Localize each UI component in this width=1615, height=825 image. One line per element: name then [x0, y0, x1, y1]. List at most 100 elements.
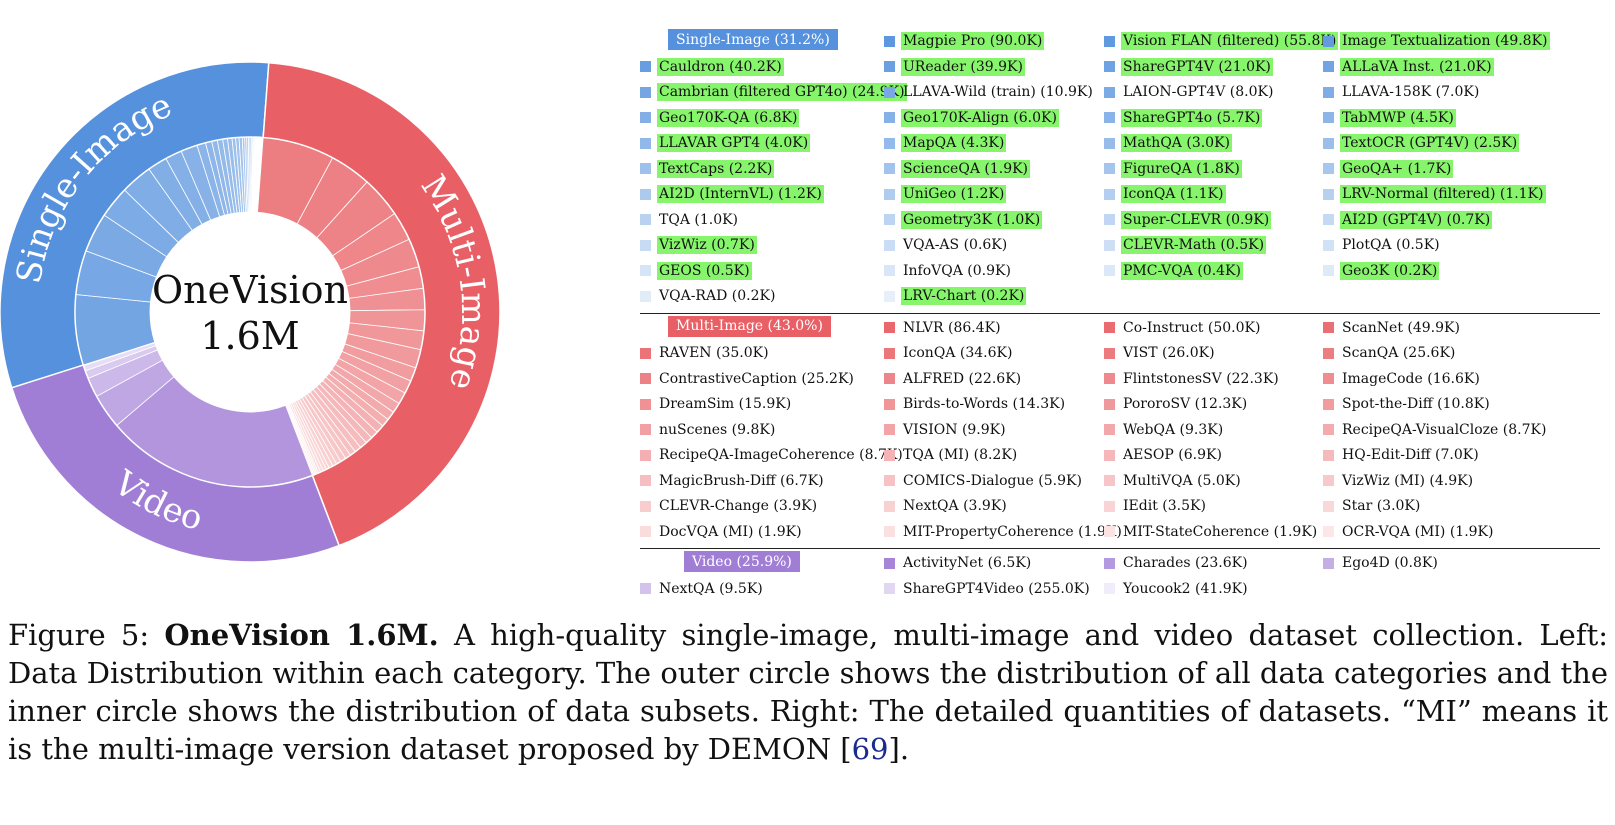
- legend-label: UniGeo (1.2K): [901, 185, 1007, 203]
- legend-swatch: [884, 526, 895, 537]
- legend-label: LAION-GPT4V (8.0K): [1123, 84, 1274, 100]
- legend-swatch: [640, 475, 651, 486]
- legend-swatch: [884, 35, 895, 47]
- legend-swatch: [1104, 188, 1115, 200]
- caption-reference[interactable]: 69: [851, 732, 889, 766]
- legend-item-geoqa: GeoQA+ (1.7K): [1323, 156, 1454, 182]
- legend-label: ContrastiveCaption (25.2K): [659, 370, 854, 387]
- legend-item-sharegpt4v: ShareGPT4V (21.0K): [1104, 54, 1273, 80]
- caption-text: A high-quality single-image, multi-image…: [8, 618, 1608, 766]
- legend-item-nextqa: NextQA (3.9K): [884, 493, 1009, 519]
- legend-item-recipeqa-visualcloze: RecipeQA-VisualCloze (8.7K): [1323, 417, 1548, 443]
- legend-item-spot-the-diff: Spot-the-Diff (10.8K): [1323, 391, 1492, 417]
- legend-swatch: [884, 86, 895, 98]
- legend-swatch: [1323, 86, 1334, 98]
- dataset-legend: Single-Image (31.2%) Magpie Pro (90.0K) Vi…: [640, 28, 1610, 603]
- legend-label: Ego4D (0.8K): [1342, 555, 1438, 571]
- legend-item-recipeqa-imagecoherence: RecipeQA-ImageCoherence (8.7K): [640, 442, 905, 468]
- legend-item-tqa: TQA (1.0K): [640, 207, 740, 233]
- legend-item-image-textualization: Image Textualization (49.8K): [1323, 28, 1550, 54]
- legend-label: ShareGPT4Video (255.0K): [903, 580, 1090, 597]
- legend-item-vizwiz: VizWiz (0.7K): [640, 232, 757, 258]
- legend-item-birds-to-words: Birds-to-Words (14.3K): [884, 391, 1067, 417]
- legend-label: VQA-AS (0.6K): [903, 237, 1008, 253]
- legend-swatch: [884, 290, 895, 302]
- legend-label: UReader (39.9K): [901, 57, 1025, 76]
- legend-label: PMC-VQA (0.4K): [1121, 261, 1243, 280]
- legend-item-nlvr: NLVR (86.4K): [884, 315, 1003, 341]
- legend-swatch: [1104, 500, 1115, 512]
- legend-item-vision-flan-filtered: Vision FLAN (filtered) (55.8K): [1104, 28, 1339, 54]
- legend-label: VizWiz (0.7K): [657, 236, 757, 254]
- legend-label: Geometry3K (1.0K): [901, 210, 1043, 229]
- legend-swatch: [1323, 347, 1334, 359]
- legend-item-textcaps: TextCaps (2.2K): [640, 156, 775, 182]
- legend-swatch: [884, 583, 895, 594]
- legend-item-ego4d: Ego4D (0.8K): [1323, 550, 1440, 576]
- legend-label: MIT-PropertyCoherence (1.9K): [903, 523, 1122, 540]
- caption-title: OneVision 1.6M.: [164, 618, 439, 652]
- legend-label: VQA-RAD (0.2K): [659, 288, 776, 304]
- legend-item-vist: VIST (26.0K): [1104, 340, 1217, 366]
- legend-label: PororoSV (12.3K): [1123, 396, 1248, 412]
- legend-swatch: [1323, 373, 1334, 384]
- legend-item-mathqa: MathQA (3.0K): [1104, 130, 1233, 156]
- legend-label: WebQA (9.3K): [1123, 421, 1224, 438]
- legend-item-dreamsim: DreamSim (15.9K): [640, 391, 793, 417]
- legend-item-vqa-rad: VQA-RAD (0.2K): [640, 283, 777, 309]
- legend-swatch: [1104, 373, 1115, 384]
- legend-swatch: [640, 290, 651, 302]
- legend-label: TQA (1.0K): [659, 211, 739, 228]
- legend-item-charades: Charades (23.6K): [1104, 550, 1250, 576]
- legend-swatch: [1104, 137, 1115, 149]
- legend-label: DreamSim (15.9K): [659, 396, 792, 412]
- legend-swatch: [1323, 322, 1334, 333]
- legend-label: DocVQA (MI) (1.9K): [659, 523, 802, 540]
- legend-swatch: [884, 449, 895, 461]
- legend-swatch: [640, 214, 651, 225]
- outer-slice-video: [10, 364, 341, 563]
- legend-swatch: [1323, 61, 1334, 72]
- legend-item-ocr-vqa-mi: OCR-VQA (MI) (1.9K): [1323, 519, 1495, 545]
- legend-label: Image Textualization (49.8K): [1340, 32, 1550, 50]
- legend-swatch: [884, 265, 895, 276]
- legend-label: IconQA (34.6K): [903, 345, 1013, 361]
- legend-swatch: [640, 61, 651, 72]
- legend-item-magicbrush-diff: MagicBrush-Diff (6.7K): [640, 468, 826, 494]
- legend-section-video: Video (25.9%) ActivityNet (6.5K) Charades …: [640, 548, 1610, 603]
- legend-item-llava-158k: LLAVA-158K (7.0K): [1323, 79, 1481, 105]
- center-title: OneVision: [152, 268, 348, 312]
- legend-swatch: [1323, 163, 1334, 174]
- legend-label: Youcook2 (41.9K): [1123, 580, 1248, 597]
- legend-swatch: [1104, 398, 1115, 410]
- legend-item-sharegpt4video: ShareGPT4Video (255.0K): [884, 576, 1092, 602]
- legend-swatch: [1104, 214, 1115, 225]
- legend-swatch: [1104, 347, 1115, 359]
- legend-label: OCR-VQA (MI) (1.9K): [1342, 523, 1494, 540]
- legend-item-geo170k-qa: Geo170K-QA (6.8K): [640, 105, 800, 131]
- legend-item-co-instruct: Co-Instruct (50.0K): [1104, 315, 1262, 341]
- legend-swatch: [884, 398, 895, 410]
- legend-label: CLEVR-Change (3.9K): [659, 498, 818, 514]
- legend-swatch: [1323, 214, 1334, 225]
- legend-label: MagicBrush-Diff (6.7K): [659, 472, 824, 489]
- legend-swatch: [1104, 35, 1115, 47]
- legend-item-lrv-chart: LRV-Chart (0.2K): [884, 283, 1027, 309]
- legend-swatch: [884, 557, 895, 569]
- legend-item-unigeo: UniGeo (1.2K): [884, 181, 1007, 207]
- legend-label: NLVR (86.4K): [903, 319, 1001, 336]
- legend-swatch: [640, 188, 651, 200]
- legend-swatch: [1323, 188, 1334, 200]
- legend-label: AI2D (GPT4V) (0.7K): [1340, 210, 1493, 229]
- legend-swatch: [1104, 475, 1115, 486]
- legend-label: Spot-the-Diff (10.8K): [1342, 396, 1490, 412]
- legend-label: TabMWP (4.5K): [1340, 108, 1456, 127]
- legend-item-geo3k: Geo3K (0.2K): [1323, 258, 1440, 284]
- legend-swatch: [640, 373, 651, 384]
- legend-swatch: [1104, 61, 1115, 72]
- legend-swatch: [1104, 322, 1115, 333]
- legend-label: Super-CLEVR (0.9K): [1121, 210, 1272, 229]
- legend-item-cauldron: Cauldron (40.2K): [640, 54, 784, 80]
- legend-item-scienceqa: ScienceQA (1.9K): [884, 156, 1031, 182]
- legend-item-geo170k-align: Geo170K-Align (6.0K): [884, 105, 1059, 131]
